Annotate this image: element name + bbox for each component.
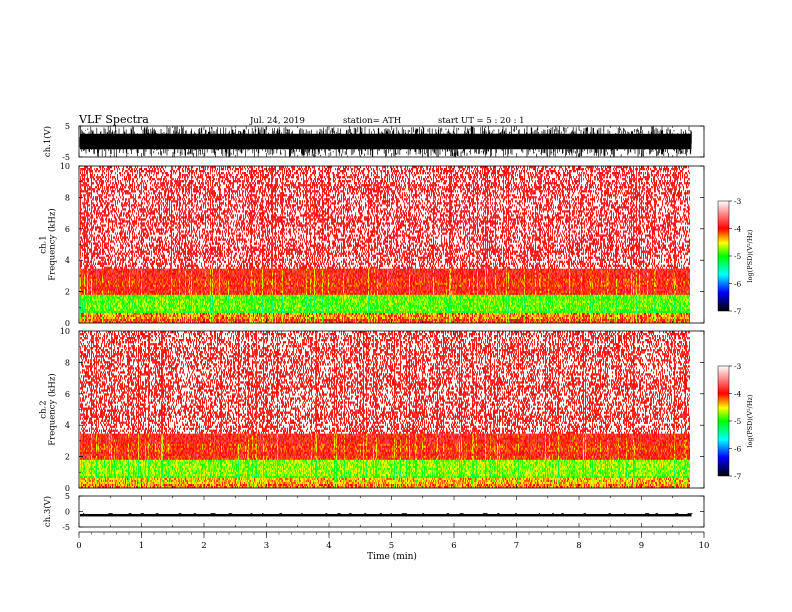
x-tick-label: 6 [451, 541, 456, 551]
x-tick-label: 9 [639, 541, 644, 551]
ch1-waveform-trace [80, 126, 692, 157]
colorbar-tick-label: -5 [734, 252, 742, 261]
vlf-spectra-figure: VLF Spectra Jul. 24, 2019 station= ATH s… [0, 0, 792, 612]
colorbar-tick-label: -4 [734, 390, 742, 399]
x-tick-label: 4 [326, 541, 331, 551]
x-tick-label: 1 [139, 541, 144, 551]
y-tick-label: 10 [60, 162, 70, 171]
x-tick-label: 3 [264, 541, 269, 551]
y-tick-label: 0 [65, 508, 70, 517]
ch3-waveform-panel: 5 0 -5 ch.3(V) 0 1 2 3 4 5 6 7 8 9 10 [42, 492, 709, 551]
figure-title: VLF Spectra [78, 113, 149, 126]
ch2-colorbar: -3 -4 -5 -6 -7 log(PSD)(V²/Hz) [718, 362, 754, 481]
colorbar-tick-label: -7 [734, 472, 742, 481]
colorbar-label: log(PSD)(V²/Hz) [746, 229, 754, 282]
y-axis-title: ch.1(V) [42, 126, 53, 157]
ch1-colorbar: -3 -4 -5 -6 -7 log(PSD)(V²/Hz) [718, 197, 754, 316]
colorbar-gradient [718, 366, 729, 476]
y-tick-label: 4 [65, 421, 70, 430]
colorbar-gradient [718, 201, 729, 311]
x-tick-label: 0 [76, 541, 81, 551]
colorbar-tick-label: -5 [734, 417, 742, 426]
colorbar-tick-label: -3 [734, 197, 742, 206]
date-label: Jul. 24, 2019 [249, 116, 305, 126]
ch3-waveform-frame [79, 496, 704, 527]
y-tick-label: 10 [60, 327, 70, 336]
ch2-spectrogram-image [80, 331, 690, 488]
x-tick-label: 7 [514, 541, 519, 551]
colorbar-tick-label: -7 [734, 307, 742, 316]
ch3-waveform-trace [80, 513, 692, 516]
ch1-spectrogram-image [80, 166, 690, 323]
colorbar-tick-label: -6 [734, 445, 742, 454]
y-tick-label: 2 [65, 288, 70, 297]
y-tick-label: 6 [65, 225, 70, 234]
x-tick-label: 2 [201, 541, 206, 551]
y-tick-label: 8 [65, 193, 70, 202]
y-axis-title: Frequency (kHz) [47, 208, 58, 280]
station-label: station= ATH [343, 116, 401, 126]
y-tick-label: 6 [65, 390, 70, 399]
y-tick-label: 4 [65, 256, 70, 265]
colorbar-label: log(PSD)(V²/Hz) [746, 394, 754, 447]
ch1-waveform-panel: 5 -5 ch.1(V) [42, 122, 704, 162]
y-tick-label: 8 [65, 358, 70, 367]
colorbar-tick-label: -4 [734, 225, 742, 234]
x-tick-label: 5 [389, 541, 394, 551]
y-tick-label: 2 [65, 453, 70, 462]
start-ut-label: start UT = 5 : 20 : 1 [438, 116, 525, 126]
y-tick-label: 5 [65, 122, 70, 131]
y-tick-label: 5 [65, 492, 70, 501]
x-axis-title: Time (min) [367, 551, 417, 562]
y-axis-title: Frequency (kHz) [47, 373, 58, 445]
colorbar-tick-label: -6 [734, 280, 742, 289]
x-tick-label: 10 [699, 541, 710, 551]
colorbar-tick-label: -3 [734, 362, 742, 371]
y-axis-title: ch.3(V) [42, 496, 53, 527]
y-tick-label: -5 [62, 523, 70, 532]
y-tick-label: -5 [62, 153, 70, 162]
x-tick-label: 8 [576, 541, 581, 551]
